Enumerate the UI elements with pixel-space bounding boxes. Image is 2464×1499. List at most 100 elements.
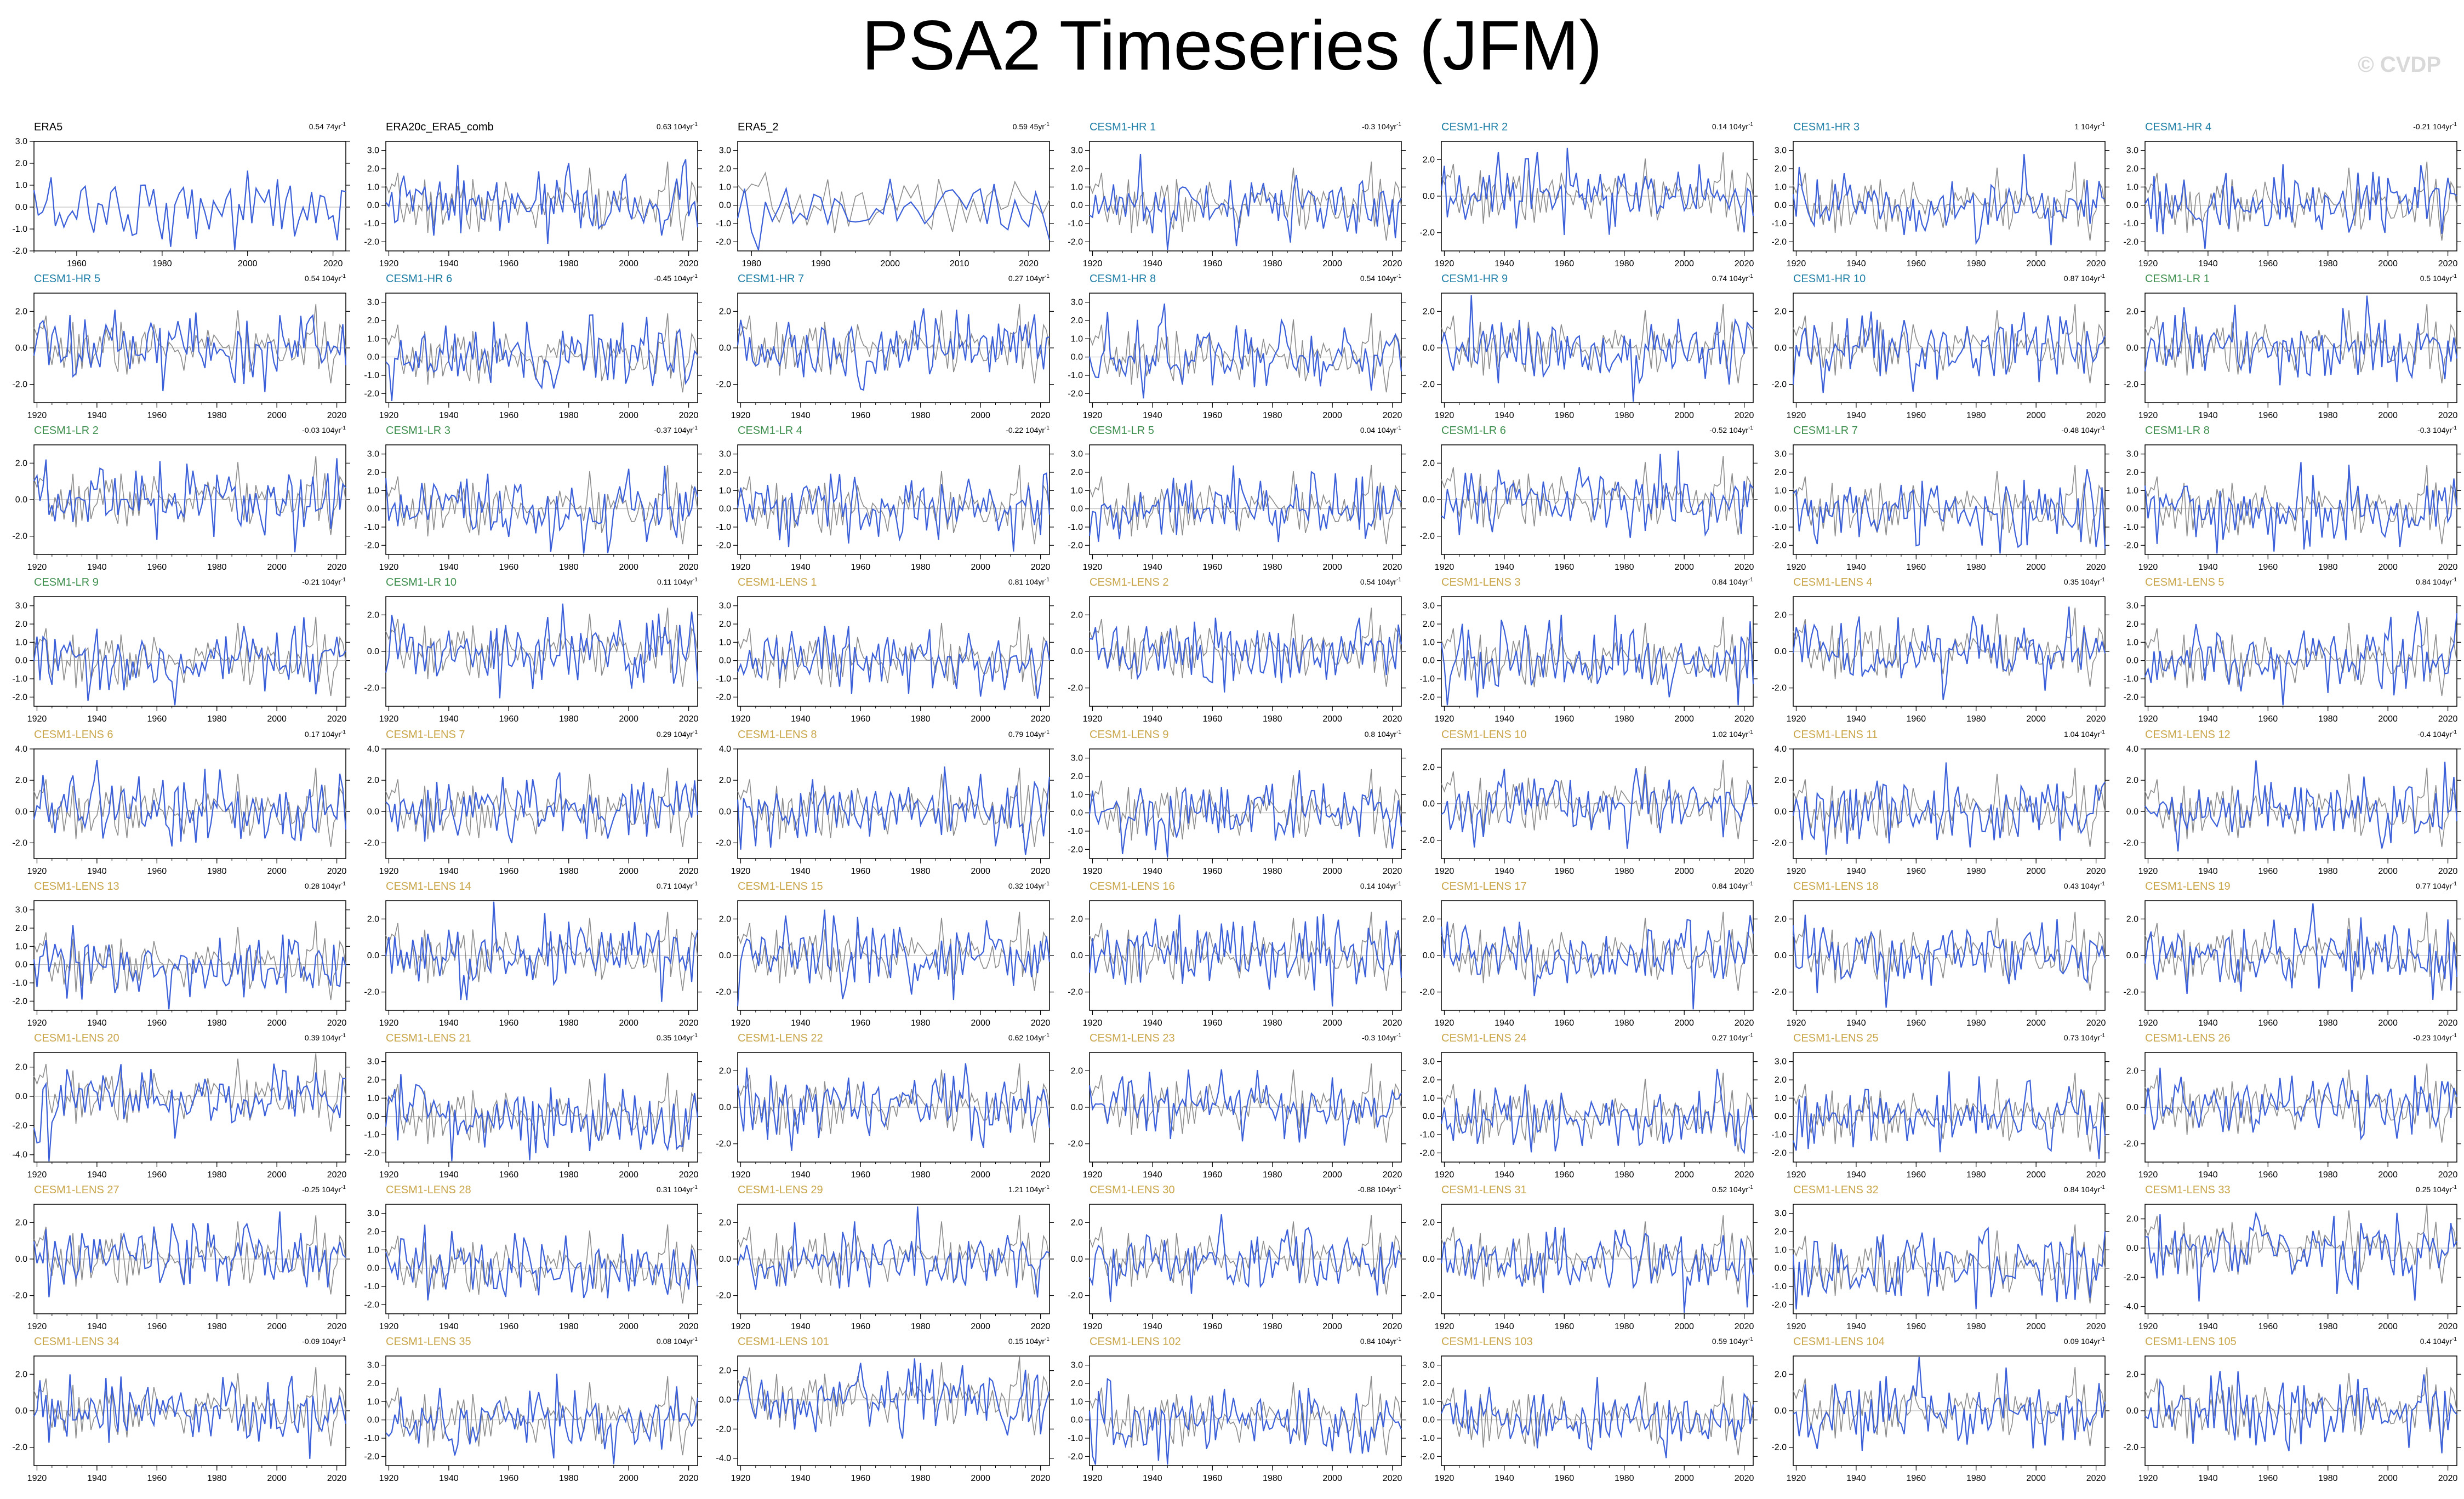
y-tick-label: 0.0 (1071, 1103, 1083, 1112)
panel-title: CESM1-LENS 104 (1793, 1336, 1885, 1348)
x-tick-label: 2020 (1031, 563, 1051, 572)
panel-trend: 0.84 104yr-1 (1712, 577, 1754, 586)
y-tick-label: 2.0 (2126, 914, 2138, 924)
x-tick-label: 2020 (1735, 259, 1754, 268)
x-tick-label: 2020 (2086, 259, 2106, 268)
x-tick-label: 1980 (1263, 1322, 1282, 1331)
x-tick-label: 1920 (1787, 1474, 1806, 1483)
x-tick-label: 2020 (1735, 714, 1754, 724)
x-tick-label: 1920 (1435, 1170, 1455, 1180)
y-tick-label: 1.0 (1071, 486, 1083, 495)
x-tick-label: 2020 (679, 563, 699, 572)
x-tick-label: 2000 (971, 714, 990, 724)
y-tick-label: 2.0 (15, 1218, 27, 1227)
plot-frame (1089, 1355, 1402, 1466)
x-tick-label: 2000 (2026, 714, 2046, 724)
x-tick-label: 1920 (2138, 1322, 2158, 1331)
panel-trend: -0.23 104yr-1 (2413, 1033, 2457, 1042)
x-tick-label: 1960 (499, 259, 519, 268)
x-tick-label: 1980 (911, 411, 931, 420)
plot-frame (385, 293, 698, 403)
y-tick-label: -1.0 (364, 219, 379, 228)
x-tick-label: 1920 (1435, 1474, 1455, 1483)
x-tick-label: 2000 (2378, 563, 2398, 572)
model-series-line (1792, 762, 2106, 855)
y-tick-label: -2.0 (716, 1140, 731, 1149)
x-tick-label: 2000 (619, 714, 638, 724)
observation-series-line (1793, 465, 2106, 545)
y-tick-label: -1.0 (1419, 1130, 1435, 1140)
y-tick-label: 0.0 (2126, 1103, 2138, 1112)
y-tick-label: 2.0 (367, 1075, 379, 1085)
y-tick-label: -2.0 (1068, 1140, 1083, 1149)
x-tick-label: 1940 (1495, 714, 1514, 724)
panel: CESM1-LENS 13 0.28 104yr-1 3.0 2.0 1.0 0.0 -1.… (12, 880, 350, 1028)
panel-trend: 0.54 104yr-1 (305, 273, 346, 283)
panel-trend: 0.52 104yr-1 (1712, 1185, 1754, 1194)
x-tick-label: 1920 (27, 1474, 47, 1483)
y-tick-label: -2.0 (1419, 532, 1435, 541)
y-tick-label: 3.0 (1775, 450, 1787, 459)
panel-trend: -0.52 104yr-1 (1709, 425, 1753, 434)
x-tick-label: 1940 (87, 563, 107, 572)
x-tick-label: 1940 (2198, 1474, 2218, 1483)
x-tick-label: 1980 (559, 1322, 579, 1331)
panel-trend: -0.21 104yr-1 (302, 577, 346, 586)
model-series-line (1088, 304, 1402, 399)
x-tick-label: 1940 (439, 259, 459, 268)
y-tick-label: 1.0 (1775, 1094, 1787, 1103)
panel-trend: 0.14 104yr-1 (1360, 881, 1402, 890)
plot-frame (33, 1052, 346, 1163)
x-tick-label: 2020 (2438, 867, 2458, 876)
y-tick-label: 2.0 (719, 468, 731, 477)
panel-title: CESM1-LENS 22 (738, 1032, 823, 1044)
x-tick-label: 2020 (1383, 1474, 1402, 1483)
model-series-line (1088, 770, 1402, 858)
y-tick-label: -1.0 (364, 1434, 379, 1443)
panel-title: CESM1-LENS 29 (738, 1184, 823, 1196)
panel-title: CESM1-LENS 31 (1441, 1184, 1527, 1196)
observation-series-line (385, 1224, 698, 1304)
x-tick-label: 2000 (971, 867, 990, 876)
panel-title: CESM1-LENS 30 (1090, 1184, 1175, 1196)
y-tick-label: -2.0 (1771, 380, 1787, 390)
x-tick-label: 1960 (1203, 1322, 1223, 1331)
panel: CESM1-LENS 16 0.14 104yr-1 2.0 0.0 -2.0 1920 1… (1068, 880, 1406, 1028)
x-tick-label: 1980 (559, 411, 579, 420)
x-tick-label: 2000 (1322, 1019, 1342, 1028)
x-tick-label: 1980 (559, 1170, 579, 1180)
panel: CESM1-LENS 27 -0.25 104yr-1 2.0 0.0 -2.0 1920… (12, 1184, 350, 1331)
x-tick-label: 2020 (1383, 1170, 1402, 1180)
y-tick-label: -1.0 (2123, 523, 2138, 532)
x-tick-label: 1980 (2318, 1322, 2338, 1331)
x-tick-label: 1980 (911, 1474, 931, 1483)
plot-frame (1793, 444, 2106, 555)
x-tick-label: 1980 (1615, 1322, 1634, 1331)
panel-title: CESM1-HR 6 (386, 273, 452, 285)
panel-trend: 1.21 104yr-1 (1008, 1185, 1050, 1194)
x-tick-label: 1980 (207, 563, 227, 572)
observation-series-line (2144, 1205, 2457, 1284)
x-tick-label: 1980 (1966, 1322, 1986, 1331)
panel-title: CESM1-LENS 18 (1793, 880, 1879, 892)
figure-title: PSA2 Timeseries (JFM) (862, 7, 1602, 85)
y-tick-label: 1.0 (367, 1094, 379, 1103)
y-tick-label: 0.0 (367, 951, 379, 960)
y-tick-label: 2.0 (15, 1370, 27, 1379)
y-tick-label: -2.0 (1419, 1148, 1435, 1158)
plot-frame (1793, 141, 2106, 251)
x-tick-label: 1980 (911, 1170, 931, 1180)
y-tick-label: 0.0 (1775, 1406, 1787, 1416)
x-tick-label: 1920 (1787, 714, 1806, 724)
panel-title: CESM1-LR 2 (34, 425, 99, 437)
y-tick-label: 2.0 (367, 610, 379, 620)
x-tick-label: 2020 (1735, 867, 1754, 876)
y-tick-label: 2.0 (719, 620, 731, 629)
y-tick-label: -1.0 (1771, 1130, 1787, 1140)
x-tick-label: 2000 (2378, 1474, 2398, 1483)
x-tick-label: 1960 (147, 1322, 167, 1331)
y-tick-label: 2.0 (1071, 914, 1083, 924)
x-tick-label: 1960 (147, 411, 167, 420)
x-tick-label: 1960 (1907, 259, 1926, 268)
y-tick-label: 2.0 (1775, 1370, 1787, 1379)
